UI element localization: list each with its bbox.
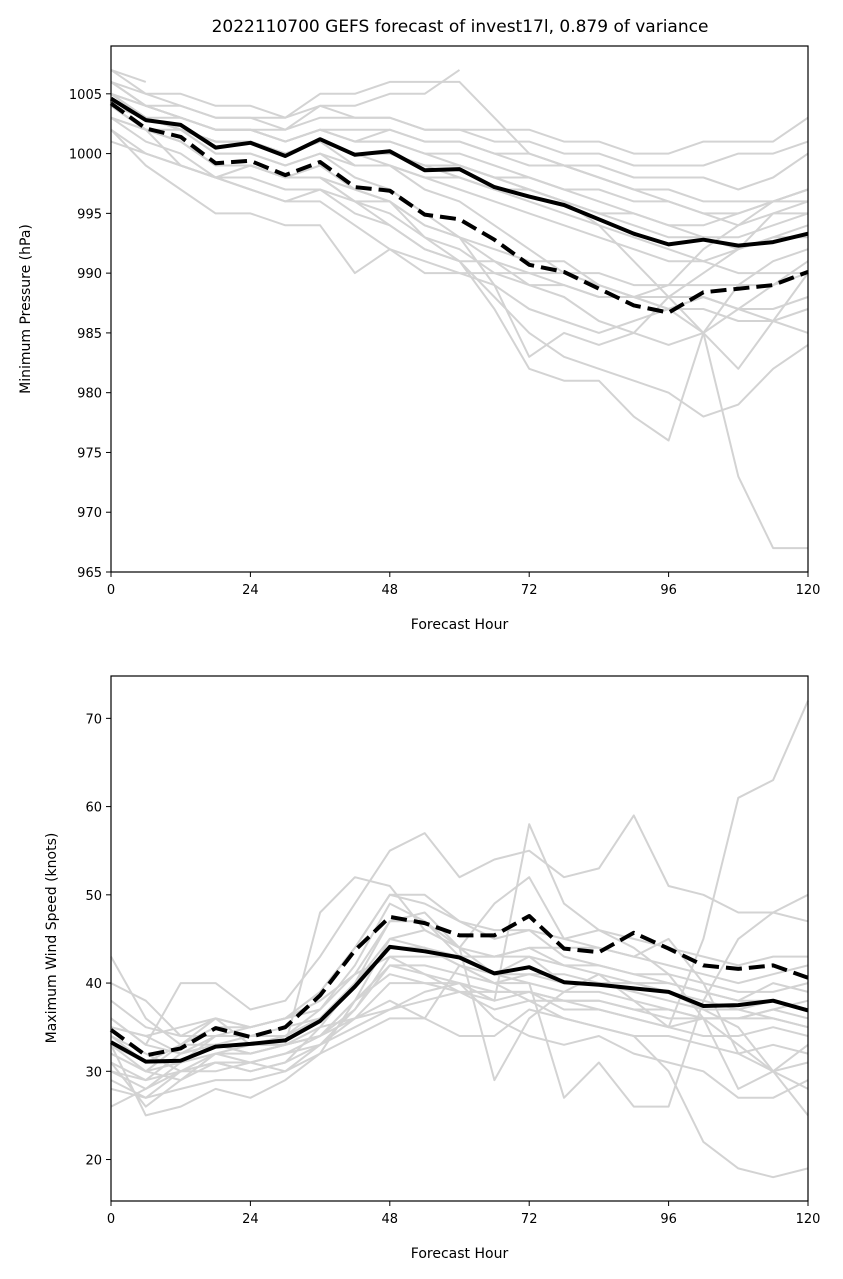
ensemble-member-line-16 [110,982,809,1073]
ensemble-member-line-22 [110,129,809,334]
y-tick-label: 30 [85,1065,102,1080]
ensemble-member-line-15 [110,128,809,322]
plot-frame [110,45,809,573]
ensemble-member-line-20 [110,1008,809,1099]
x-tick-label: 72 [521,583,538,598]
y-axis-label: Maximum Wind Speed (knots) [44,833,60,1044]
y-axis-label: Minimum Pressure (hPa) [18,224,34,394]
ensemble-member-line-19 [110,946,809,1055]
ensemble-member-line-11 [110,920,809,1073]
y-tick-label: 60 [85,801,102,816]
ensemble-member-line-17 [110,116,809,298]
ensemble-mean-dashed-line [109,914,809,1058]
wind-ticks: 0 24 48 72 96 120 20 30 40 50 60 70 [85,712,820,1227]
ensemble-member-line-5 [110,814,809,1046]
y-tick-label: 965 [77,566,102,581]
x-tick-label: 24 [242,583,259,598]
ensemble-member-line-7 [110,81,808,550]
pressure-chart: 2022110700 GEFS forecast of invest17l, 0… [18,17,820,633]
x-tick-label: 24 [242,1212,259,1227]
ensemble-member-line-13 [110,80,809,191]
x-tick-label: 120 [796,583,821,598]
x-tick-label: 96 [660,583,677,598]
ensemble-member-line-17 [110,893,808,1064]
x-tick-label: 48 [382,583,399,598]
pressure-series-group [109,68,809,550]
ensemble-member-line-20 [110,104,809,287]
ensemble-member-line-6 [110,92,809,370]
ensemble-member-line-10 [110,92,809,155]
x-tick-label: 48 [382,1212,399,1227]
x-tick-label: 0 [107,1212,115,1227]
wind-chart: 0 24 48 72 96 120 20 30 40 50 60 70 Forecast Hour M… [44,675,820,1262]
y-tick-label: 975 [77,446,102,461]
y-tick-label: 40 [85,977,102,992]
ensemble-member-line-23 [110,92,809,215]
x-tick-label: 0 [107,583,115,598]
y-tick-label: 70 [85,712,102,727]
y-tick-label: 20 [85,1154,102,1169]
y-tick-label: 980 [77,387,102,402]
ensemble-mean-dashed-line [109,101,809,315]
y-tick-label: 1000 [69,148,102,163]
y-tick-label: 970 [77,506,102,521]
ensemble-member-line-0 [110,911,809,1046]
x-axis-label: Forecast Hour [411,617,509,633]
y-tick-label: 1005 [69,88,102,103]
ensemble-mean-solid-line [110,944,809,1064]
ensemble-member-line-18 [110,104,809,239]
y-tick-label: 990 [77,267,102,282]
ensemble-mean-solid-line [109,96,809,248]
wind-series-group [109,700,809,1179]
x-tick-label: 96 [660,1212,677,1227]
chart-title: 2022110700 GEFS forecast of invest17l, 0… [212,17,709,37]
ensemble-member-line-8 [110,700,809,1099]
ensemble-member-line-18 [110,990,809,1082]
y-tick-label: 50 [85,889,102,904]
ensemble-member-line-21 [110,81,808,203]
x-tick-label: 72 [521,1212,538,1227]
y-tick-label: 985 [77,327,102,342]
pressure-ticks: 0 24 48 72 96 120 965 970 975 980 985 990 995 1000 100… [69,88,821,598]
x-axis-label: Forecast Hour [411,1246,509,1262]
plot-frame [110,675,809,1202]
ensemble-member-line-9 [110,68,147,83]
x-tick-label: 120 [796,1212,821,1227]
y-tick-label: 995 [77,207,102,222]
